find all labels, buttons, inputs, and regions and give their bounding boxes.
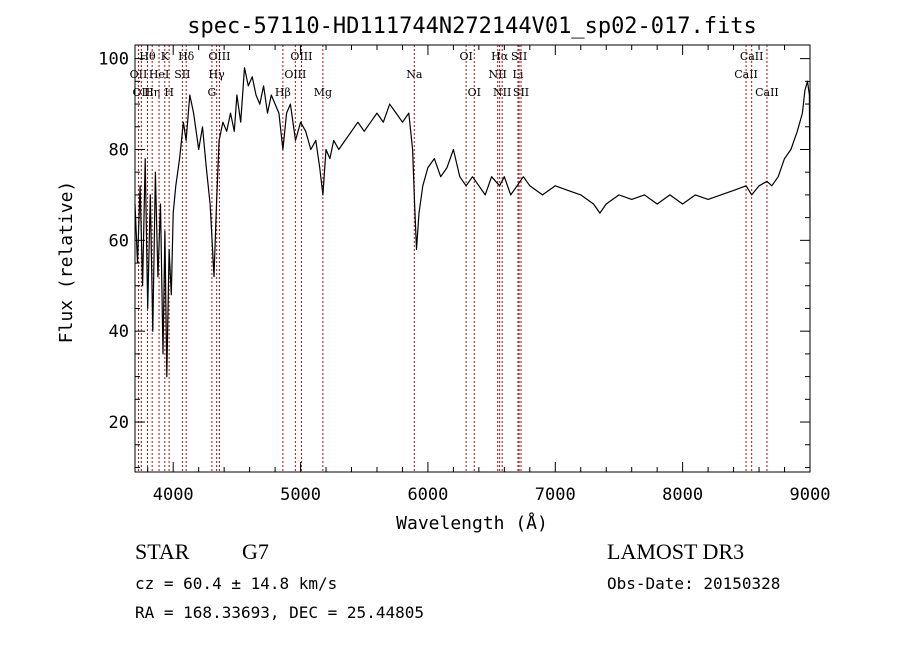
line-label-8: Hδ — [178, 50, 195, 63]
spectrum-series-line — [134, 67, 811, 378]
x-tick-label: 9000 — [790, 485, 831, 505]
object-subclass: G7 — [242, 539, 269, 564]
object-class: STAR — [135, 539, 190, 564]
line-label-23: SII — [511, 50, 527, 63]
observation-date: Obs-Date: 20150328 — [607, 574, 781, 593]
line-label-14: OIII — [290, 50, 312, 63]
line-label-12: Hβ — [275, 86, 291, 99]
line-label-21: NII — [493, 86, 511, 99]
x-axis-label: Wavelength (Å) — [396, 512, 548, 534]
y-tick-label: 20 — [109, 413, 129, 433]
line-label-9: G — [208, 86, 217, 99]
plot-frame — [134, 44, 811, 473]
x-tick-label: 8000 — [662, 485, 703, 505]
chart-title: spec-57110-HD111744N272144V01_sp02-017.f… — [187, 14, 757, 39]
line-label-19: NII — [489, 68, 507, 81]
coordinates-readout: RA = 168.33693, DEC = 25.44805 — [135, 603, 424, 622]
line-label-1: OII — [133, 86, 151, 99]
line-label-22: Li — [513, 68, 524, 81]
line-label-0: OII — [130, 68, 148, 81]
line-label-24: SII — [513, 86, 529, 99]
line-label-13: OIII — [284, 68, 306, 81]
line-label-11: OIII — [208, 50, 230, 63]
line-label-3: Hη — [144, 86, 160, 99]
line-label-10: Hγ — [209, 68, 226, 81]
x-tick-label: 7000 — [535, 485, 576, 505]
y-tick-label: 40 — [109, 322, 129, 342]
line-label-6: H — [164, 86, 174, 99]
line-label-2: Hθ — [139, 50, 156, 63]
line-label-4: HeI — [149, 68, 169, 81]
line-label-25: CaII — [734, 68, 758, 81]
y-tick-label: 80 — [109, 140, 129, 160]
line-label-5: K — [161, 50, 170, 63]
line-label-20: Hα — [491, 50, 509, 63]
line-label-18: OI — [468, 86, 481, 99]
x-tick-label: 4000 — [153, 485, 194, 505]
x-axis: 4000 5000 6000 7000 8000 9000 — [147, 45, 831, 505]
line-label-26: CaII — [740, 50, 764, 63]
line-label-27: CaII — [755, 86, 779, 99]
y-tick-label: 60 — [109, 231, 129, 251]
line-label-16: Na — [406, 68, 423, 81]
line-label-7: SII — [174, 68, 190, 81]
y-axis-label: Flux (relative) — [56, 181, 77, 344]
emission-line-markers: OIIOIIHθHηHeIKHSIIHδGHγOIIIHβOIIIOIIIMgN… — [130, 45, 779, 472]
redshift-readout: cz = 60.4 ± 14.8 km/s — [135, 574, 338, 593]
x-tick-label: 6000 — [407, 485, 448, 505]
line-label-17: OI — [459, 50, 472, 63]
line-label-15: Mg — [314, 86, 332, 99]
x-tick-label: 5000 — [280, 485, 321, 505]
y-tick-label: 100 — [98, 50, 129, 70]
survey-name: LAMOST DR3 — [607, 539, 745, 564]
y-axis: 20 40 60 80 100 — [98, 50, 810, 468]
